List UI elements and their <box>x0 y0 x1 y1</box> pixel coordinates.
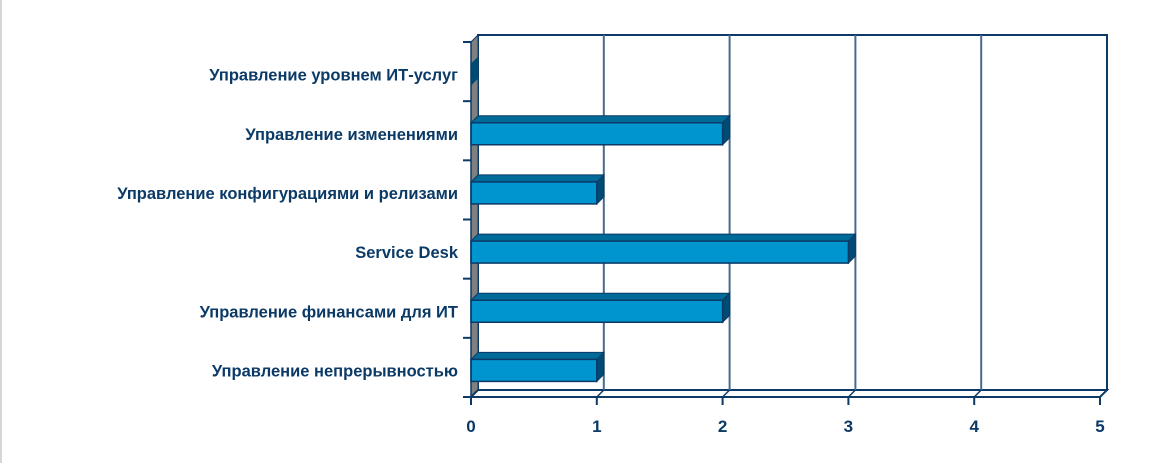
floor-gridline <box>596 389 605 398</box>
back-wall <box>477 34 1108 391</box>
x-tick-label: 5 <box>1095 417 1104 436</box>
gridlines <box>596 35 983 398</box>
category-label: Управление уровнем ИТ-услуг <box>209 67 458 85</box>
x-tick-labels: 0 1 2 3 4 5 <box>466 417 1104 436</box>
side-wall <box>470 33 479 399</box>
bars <box>469 56 857 383</box>
bar-front <box>470 358 598 383</box>
bar-front <box>470 181 598 205</box>
bar-top <box>469 115 731 124</box>
bar-front <box>470 299 724 323</box>
category-label: Управление конфигурациями и релизами <box>117 185 458 203</box>
category-label: Управление изменениями <box>245 126 458 144</box>
bar <box>469 114 731 146</box>
bar <box>469 351 606 383</box>
x-tick-label: 0 <box>466 417 475 436</box>
bar-front <box>470 122 724 146</box>
bar <box>469 173 606 206</box>
bar <box>471 56 478 86</box>
chart-walls <box>468 33 1110 399</box>
x-tick-label: 4 <box>969 417 979 436</box>
category-label: Управление финансами для ИТ <box>200 303 458 321</box>
category-label: Service Desk <box>355 244 459 262</box>
bar-top <box>469 233 857 242</box>
axes <box>463 41 1101 405</box>
floor-gridline <box>973 389 982 398</box>
bar <box>469 232 857 265</box>
x-tick-label: 3 <box>844 417 853 436</box>
x-tick-label: 2 <box>718 417 727 436</box>
floor <box>468 389 1110 398</box>
category-label: Управление непрерывностью <box>212 362 458 380</box>
bar-top <box>469 351 606 360</box>
bar-top <box>469 174 606 183</box>
bar-front <box>470 240 850 264</box>
bar-zero-cap <box>471 56 478 86</box>
floor-gridline <box>847 389 856 398</box>
floor-gridline <box>722 389 731 398</box>
bar <box>469 292 731 324</box>
x-tick-label: 1 <box>592 417 601 436</box>
bar-top <box>469 292 731 301</box>
category-labels: Управление уровнем ИТ-услуг Управление из… <box>117 67 459 381</box>
